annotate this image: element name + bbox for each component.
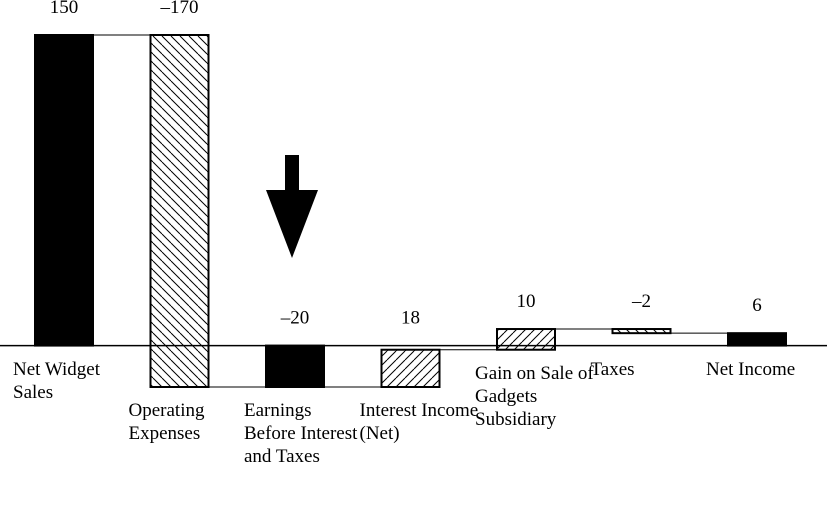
category-label: Net Widget Sales <box>13 358 101 403</box>
value-label: 6 <box>752 295 762 316</box>
bar <box>727 332 787 347</box>
category-label: Interest Income (Net) <box>359 400 479 444</box>
category-label: Operating Expenses <box>128 400 205 444</box>
category-label: Earnings Before Interest and Taxes <box>244 400 358 467</box>
arrow <box>266 155 318 258</box>
bar <box>611 328 672 335</box>
bar <box>380 348 441 388</box>
value-label: 150 <box>50 0 79 18</box>
bar <box>34 34 94 347</box>
value-label: 18 <box>401 308 420 329</box>
category-label: Net Income <box>706 358 796 380</box>
value-label: –20 <box>280 308 310 329</box>
category-label: Taxes <box>590 358 635 380</box>
value-label: –2 <box>631 291 651 312</box>
bar <box>265 344 325 388</box>
value-label: –170 <box>160 0 199 18</box>
category-label: Gain on Sale of Gadgets Subsidiary <box>475 362 594 430</box>
bar <box>149 34 210 388</box>
bar <box>496 328 556 351</box>
value-label: 10 <box>517 291 536 312</box>
